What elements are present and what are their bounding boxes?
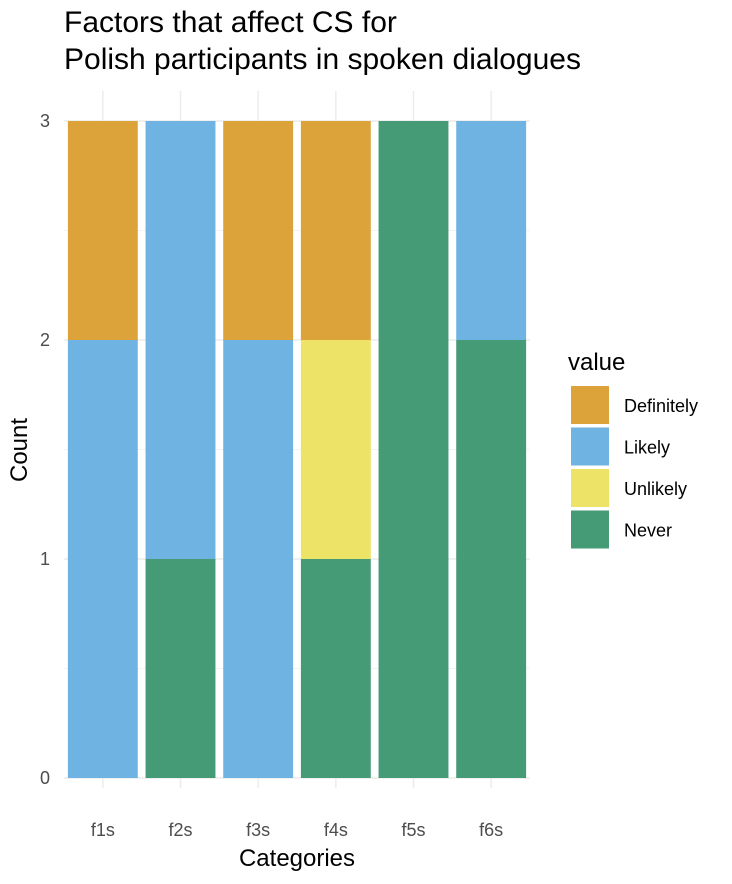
legend-key-likely (571, 427, 609, 466)
bar-f4s-never (300, 559, 371, 778)
legend: value Definitely Likely Unlikely Never (568, 349, 698, 549)
x-tick-label-f4s: f4s (324, 820, 348, 840)
bar-f6s-likely (456, 121, 527, 340)
x-tick-label-f3s: f3s (246, 820, 270, 840)
y-tick-label: 2 (40, 330, 50, 350)
bar-f1s-definitely (67, 121, 138, 340)
x-axis-title: Categories (239, 845, 355, 872)
bar-f3s-definitely (223, 121, 294, 340)
legend-label-never: Never (624, 521, 672, 541)
chart-title-line-1: Factors that affect CS for (64, 6, 397, 39)
legend-label-definitely: Definitely (624, 396, 698, 416)
y-axis-ticks: 0 1 2 3 (40, 111, 50, 788)
y-axis-title: Count (6, 418, 33, 482)
bar-f2s-likely (145, 121, 216, 559)
x-tick-label-f2s: f2s (168, 820, 192, 840)
bar-f2s-never (145, 559, 216, 778)
legend-label-likely: Likely (624, 438, 670, 458)
y-tick-label: 3 (40, 111, 50, 131)
legend-title: value (568, 349, 625, 376)
bar-f4s-definitely (300, 121, 371, 340)
legend-key-definitely (571, 386, 609, 424)
bar-f6s-never (456, 340, 527, 778)
bar-f4s-unlikely (300, 340, 371, 559)
bar-f3s-likely (223, 340, 294, 778)
legend-label-unlikely: Unlikely (624, 479, 687, 499)
x-axis-ticks: f1s f2s f3s f4s f5s f6s (91, 820, 503, 840)
bar-f1s-likely (67, 340, 138, 778)
bar-f5s-never (378, 121, 449, 778)
x-tick-label-f5s: f5s (401, 820, 425, 840)
chart-title-line-2: Polish participants in spoken dialogues (64, 43, 581, 76)
legend-key-never (571, 510, 609, 549)
y-tick-label: 0 (40, 768, 50, 788)
x-tick-label-f1s: f1s (91, 820, 115, 840)
legend-key-unlikely (571, 469, 609, 507)
x-tick-label-f6s: f6s (479, 820, 503, 840)
y-tick-label: 1 (40, 549, 50, 569)
bars (67, 121, 527, 778)
